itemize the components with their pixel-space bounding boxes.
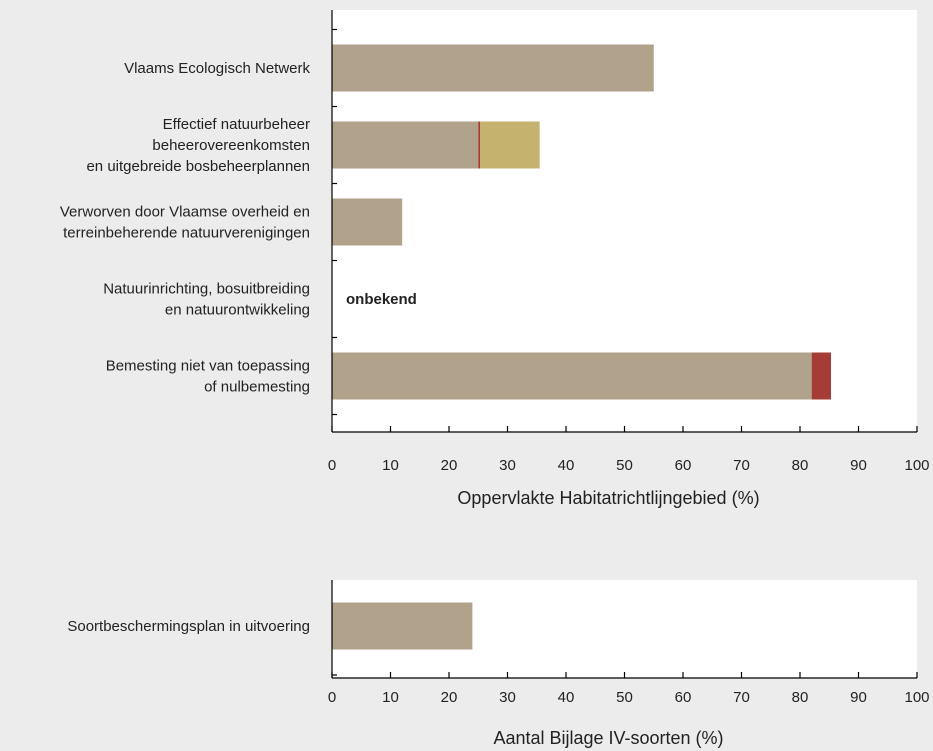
category-label: of nulbemesting [204,379,310,396]
x-tick-label: 90 [850,457,867,474]
x-tick-label: 70 [733,689,750,706]
x-axis-title: Aantal Bijlage IV-soorten (%) [493,728,723,748]
category-label: Natuurinrichting, bosuitbreiding [103,281,310,298]
category-label: beheerovereenkomsten [152,137,310,154]
x-tick-label: 40 [558,689,575,706]
chart-habitat-area: onbekend Vlaams Ecologisch Netwerk Effecti… [60,10,930,508]
x-tick-label: 50 [616,689,633,706]
x-tick-label: 80 [792,689,809,706]
x-tick-label: 0 [328,457,336,474]
x-tick-label: 10 [382,689,399,706]
bar-segment [332,602,473,650]
x-tick-label: 60 [675,457,692,474]
x-tick-label: 100 [904,689,929,706]
category-label: en uitgebreide bosbeheerplannen [86,158,310,175]
category-label: Effectief natuurbeheer [163,116,310,133]
category-label: Bemesting niet van toepassing [106,358,310,375]
x-tick-label: 90 [850,689,867,706]
category-label: Vlaams Ecologisch Netwerk [124,60,310,77]
bar-segment [811,352,832,400]
x-tick-label: 20 [441,457,458,474]
bar-annotation: onbekend [346,291,417,308]
bar-segment [332,121,479,169]
bar-segment [478,121,481,169]
x-tick-label: 10 [382,457,399,474]
x-tick-label: 30 [499,689,516,706]
category-label: terreinbeherende natuurverenigingen [63,225,310,242]
x-axis-title: Oppervlakte Habitatrichtlijngebied (%) [457,488,759,508]
x-tick-label: 40 [558,457,575,474]
chart-species: Soortbeschermingsplan in uitvoering 0 10 20… [67,580,930,748]
x-tick-label: 80 [792,457,809,474]
x-tick-label: 20 [441,689,458,706]
x-tick-label: 70 [733,457,750,474]
x-tick-label: 60 [675,689,692,706]
bar-segment [332,352,812,400]
bar-segment [480,121,540,169]
x-tick-label: 30 [499,457,516,474]
x-tick-label: 50 [616,457,633,474]
x-tick-label: 0 [328,689,336,706]
category-label: Soortbeschermingsplan in uitvoering [67,618,310,635]
category-label: en natuurontwikkeling [165,302,310,319]
category-label: Verworven door Vlaamse overheid en [60,204,310,221]
bar-segment [332,44,654,92]
bar-segment [332,198,403,246]
x-tick-label: 100 [904,457,929,474]
